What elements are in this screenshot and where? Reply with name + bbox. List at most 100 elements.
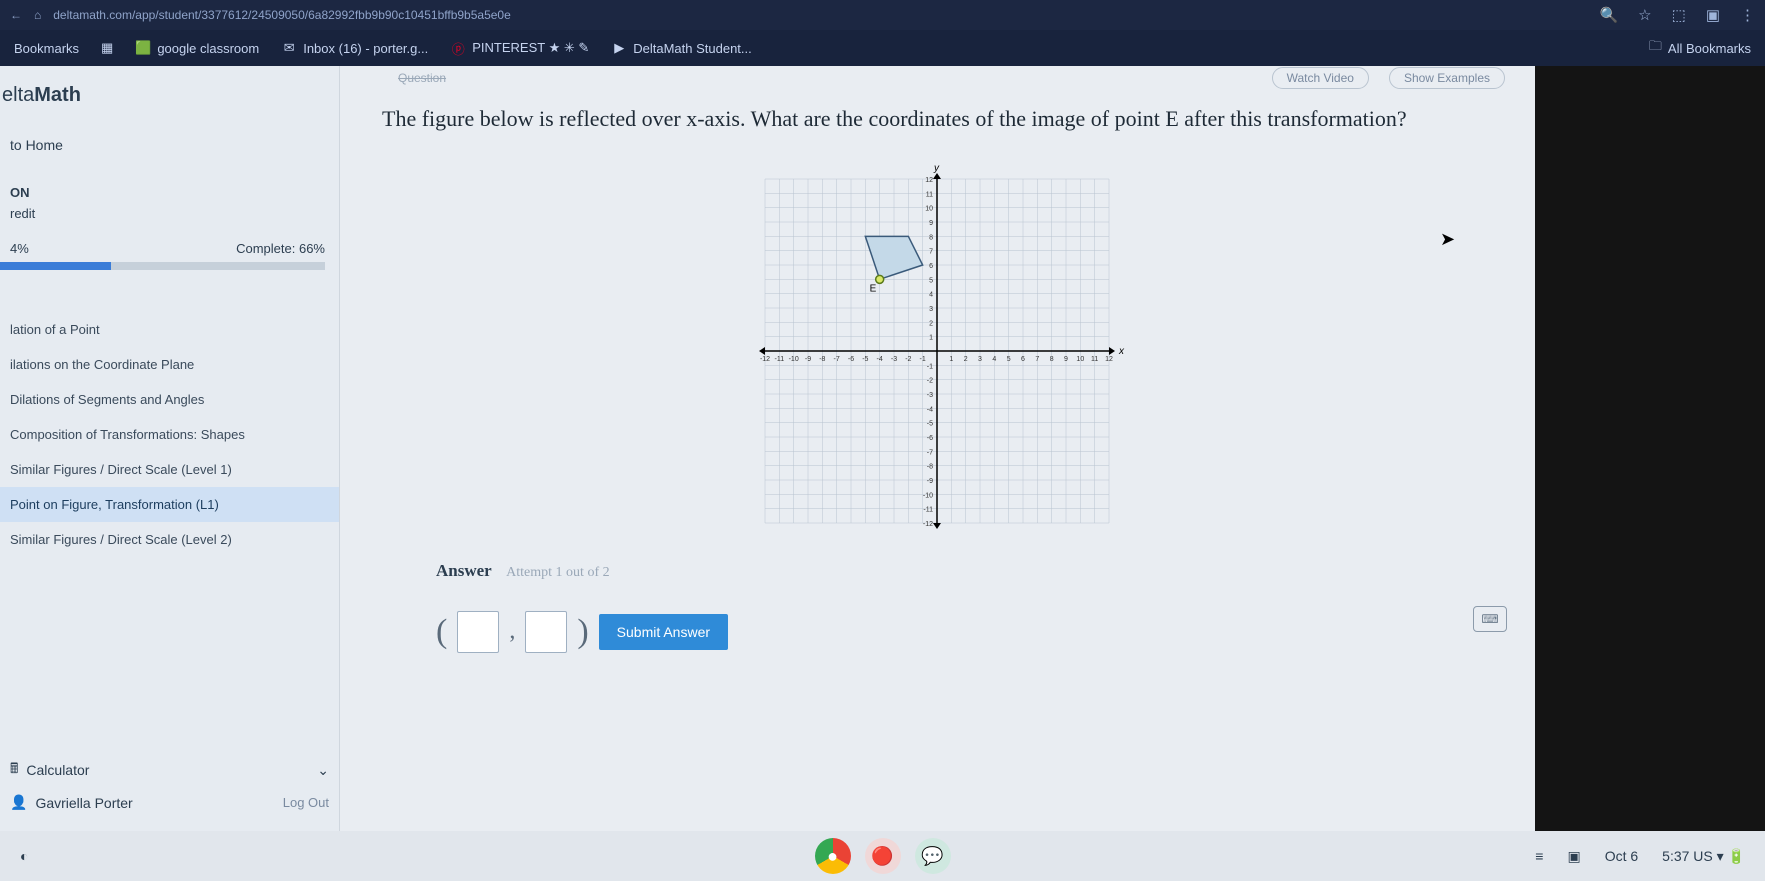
bookmarks-bar: Bookmarks ▦ 🟩google classroom ✉Inbox (16… bbox=[0, 30, 1765, 66]
delta-icon: ▶ bbox=[611, 40, 627, 56]
watch-video-button[interactable]: Watch Video bbox=[1272, 67, 1369, 89]
attempt-text: Attempt 1 out of 2 bbox=[506, 565, 609, 580]
star-icon[interactable]: ☆ bbox=[1638, 6, 1651, 24]
svg-text:1: 1 bbox=[949, 356, 953, 363]
apps-grid-icon[interactable]: ▦ bbox=[101, 40, 113, 56]
topic-item[interactable]: Point on Figure, Transformation (L1) bbox=[0, 487, 339, 522]
svg-text:-3: -3 bbox=[890, 356, 896, 363]
svg-text:6: 6 bbox=[929, 263, 933, 270]
svg-text:-12: -12 bbox=[922, 521, 932, 528]
wifi-icon[interactable]: ▾ bbox=[1717, 848, 1724, 864]
topic-item[interactable]: Similar Figures / Direct Scale (Level 1) bbox=[0, 452, 339, 487]
svg-text:6: 6 bbox=[1021, 356, 1025, 363]
app-icon-2[interactable]: 🔴 bbox=[865, 838, 901, 874]
svg-text:2: 2 bbox=[929, 320, 933, 327]
bookmark-label: google classroom bbox=[157, 41, 259, 56]
comma: , bbox=[509, 618, 515, 645]
svg-text:-3: -3 bbox=[926, 392, 932, 399]
taskbar-locale: US bbox=[1693, 848, 1712, 864]
svg-text:8: 8 bbox=[1049, 356, 1053, 363]
svg-text:-9: -9 bbox=[804, 356, 810, 363]
topic-item[interactable]: Composition of Transformations: Shapes bbox=[0, 417, 339, 452]
svg-text:11: 11 bbox=[925, 191, 932, 198]
svg-text:8: 8 bbox=[929, 234, 933, 241]
topic-item[interactable]: ilations on the Coordinate Plane bbox=[0, 347, 339, 382]
nav-home-icon[interactable]: ⌂ bbox=[34, 8, 41, 22]
app-icon-3[interactable]: 💬 bbox=[915, 838, 951, 874]
keyboard-icon[interactable]: ⌨ bbox=[1473, 606, 1507, 632]
right-void bbox=[1535, 66, 1765, 831]
svg-text:-2: -2 bbox=[926, 377, 932, 384]
mouse-cursor: ➤ bbox=[1440, 229, 1455, 250]
bookmark-label: DeltaMath Student... bbox=[633, 41, 752, 56]
quick-settings-icon[interactable]: ≡ bbox=[1535, 848, 1543, 864]
all-bookmarks[interactable]: 🗀All Bookmarks bbox=[1649, 37, 1751, 59]
launcher-icon[interactable]: ◐ bbox=[20, 848, 28, 864]
calculator-icon: 🖩 bbox=[10, 758, 18, 782]
sidebar: eltaMath to Home ON redit 4% Complete: 6… bbox=[0, 66, 340, 831]
answer-label: Answer bbox=[436, 561, 492, 581]
svg-text:-8: -8 bbox=[819, 356, 825, 363]
brand-part: elta bbox=[2, 84, 34, 106]
folder-icon: 🗀 bbox=[1649, 37, 1662, 59]
bookmark-deltamath[interactable]: ▶ DeltaMath Student... bbox=[611, 40, 752, 56]
extension-icon[interactable]: ⬚ bbox=[1672, 6, 1686, 24]
nav-back-icon[interactable]: ← bbox=[10, 8, 22, 22]
chrome-app-icon[interactable]: ● bbox=[815, 838, 851, 874]
taskbar-date: Oct 6 bbox=[1605, 848, 1638, 864]
svg-text:9: 9 bbox=[1064, 356, 1068, 363]
svg-text:-10: -10 bbox=[788, 356, 798, 363]
svg-text:9: 9 bbox=[929, 220, 933, 227]
svg-text:-7: -7 bbox=[926, 449, 932, 456]
progress-complete: Complete: 66% bbox=[236, 241, 325, 256]
svg-text:12: 12 bbox=[1105, 356, 1113, 363]
main-content: Question Watch Video Show Examples The f… bbox=[340, 66, 1535, 831]
battery-icon[interactable]: 🔋 bbox=[1728, 848, 1745, 864]
cast-tray-icon[interactable]: ▣ bbox=[1567, 848, 1580, 865]
bookmark-label: PINTEREST ★ ✳ ✎ bbox=[472, 40, 589, 56]
calculator-row[interactable]: 🖩Calculator ⌄ bbox=[10, 758, 329, 782]
svg-text:1: 1 bbox=[929, 334, 933, 341]
logout-link[interactable]: Log Out bbox=[283, 795, 329, 810]
cast-icon[interactable]: ▣ bbox=[1706, 6, 1720, 24]
svg-text:5: 5 bbox=[929, 277, 933, 284]
more-icon[interactable]: ⋮ bbox=[1740, 6, 1755, 24]
sidebar-home[interactable]: to Home bbox=[0, 127, 339, 163]
svg-text:3: 3 bbox=[929, 306, 933, 313]
svg-text:-1: -1 bbox=[926, 363, 932, 370]
svg-text:4: 4 bbox=[992, 356, 996, 363]
taskbar: ◐ ● 🔴 💬 ≡ ▣ Oct 6 5:37 US ▾ 🔋 bbox=[0, 831, 1765, 881]
show-examples-button[interactable]: Show Examples bbox=[1389, 67, 1505, 89]
answer-x-input[interactable] bbox=[457, 611, 499, 653]
svg-text:10: 10 bbox=[1076, 356, 1084, 363]
chevron-down-icon: ⌄ bbox=[317, 762, 329, 779]
topic-item[interactable]: Similar Figures / Direct Scale (Level 2) bbox=[0, 522, 339, 557]
open-paren: ( bbox=[436, 613, 447, 651]
bookmark-pinterest[interactable]: ⓟPINTEREST ★ ✳ ✎ bbox=[450, 40, 589, 56]
svg-text:-4: -4 bbox=[926, 406, 932, 413]
svg-text:-11: -11 bbox=[923, 506, 933, 513]
gmail-icon: ✉ bbox=[281, 40, 297, 56]
topic-item[interactable]: lation of a Point bbox=[0, 312, 339, 347]
browser-address-bar: ← ⌂ deltamath.com/app/student/3377612/24… bbox=[0, 0, 1765, 30]
search-icon[interactable]: 🔍 bbox=[1599, 6, 1618, 24]
sidebar-section: ON bbox=[0, 179, 339, 202]
topic-item[interactable]: Dilations of Segments and Angles bbox=[0, 382, 339, 417]
svg-text:-9: -9 bbox=[926, 478, 932, 485]
svg-text:y: y bbox=[933, 163, 940, 174]
submit-button[interactable]: Submit Answer bbox=[599, 614, 728, 650]
svg-text:-11: -11 bbox=[774, 356, 784, 363]
brand: eltaMath bbox=[0, 76, 339, 127]
bookmarks-label: Bookmarks bbox=[14, 41, 79, 56]
brand-part: Math bbox=[34, 84, 81, 106]
answer-y-input[interactable] bbox=[525, 611, 567, 653]
user-row[interactable]: 👤Gavriella Porter bbox=[10, 794, 133, 811]
svg-text:7: 7 bbox=[929, 248, 933, 255]
svg-text:7: 7 bbox=[1035, 356, 1039, 363]
svg-text:10: 10 bbox=[925, 205, 933, 212]
svg-text:12: 12 bbox=[925, 177, 933, 184]
bookmark-inbox[interactable]: ✉Inbox (16) - porter.g... bbox=[281, 40, 428, 56]
bookmark-google-classroom[interactable]: 🟩google classroom bbox=[135, 40, 259, 56]
svg-text:5: 5 bbox=[1006, 356, 1010, 363]
svg-text:-5: -5 bbox=[926, 420, 932, 427]
